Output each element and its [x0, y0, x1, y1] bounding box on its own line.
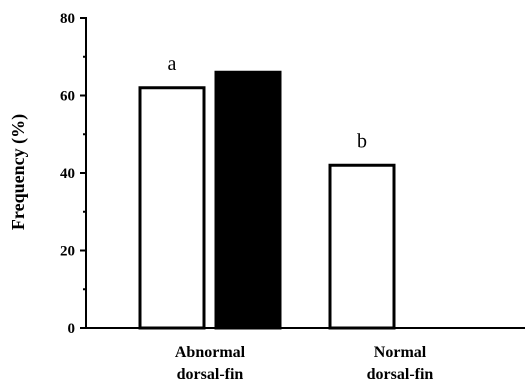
y-tick-label: 20: [60, 244, 75, 260]
x-category-label: Normal: [374, 344, 427, 361]
y-ticks-group: 0 20 40 60 80: [60, 11, 87, 337]
significance-label: b: [357, 130, 367, 152]
y-tick-label: 0: [68, 321, 76, 337]
x-category-label: Abnormal: [175, 344, 246, 361]
bar: [214, 70, 282, 330]
bars-group: [138, 70, 396, 330]
bar: [328, 163, 396, 330]
y-tick-label: 80: [60, 11, 75, 27]
y-tick-label: 60: [60, 89, 75, 105]
labels-group: Abnormal dorsal-fin Normal dorsal-fin a b: [168, 53, 434, 383]
y-axis-label: Frequency (%): [8, 114, 29, 230]
bar: [138, 86, 206, 330]
x-category-label: dorsal-fin: [367, 366, 434, 383]
y-tick-label: 40: [60, 166, 75, 182]
significance-label: a: [168, 53, 177, 75]
x-category-label: dorsal-fin: [177, 366, 244, 383]
